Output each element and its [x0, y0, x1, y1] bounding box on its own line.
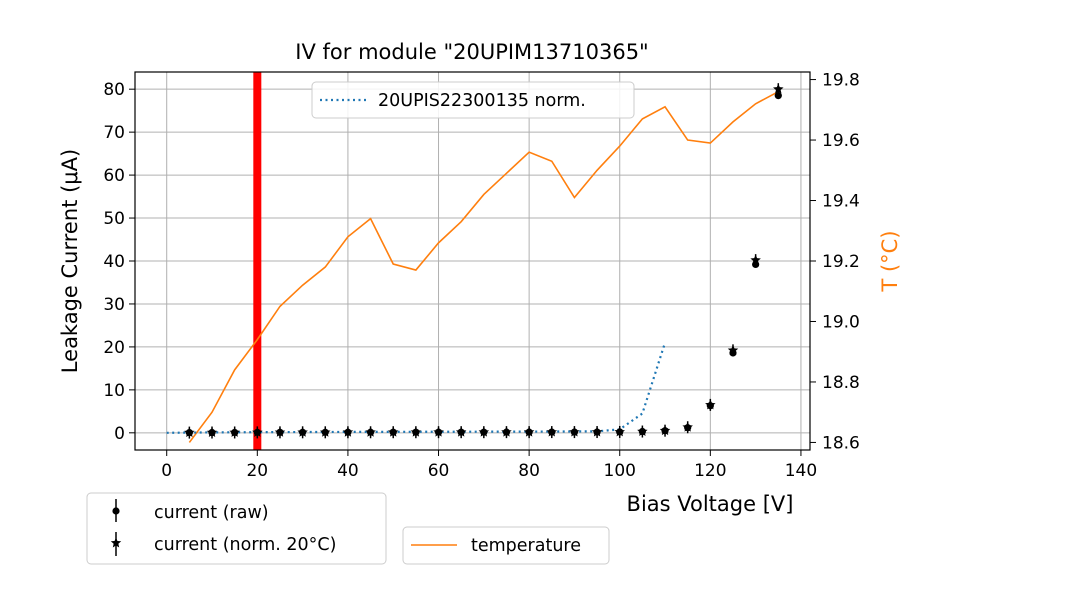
- x-tick-label: 120: [694, 461, 726, 481]
- temperature-line: [188, 90, 779, 443]
- norm-current-point: [546, 426, 558, 437]
- norm-current-point: [591, 426, 603, 437]
- norm-current-point: [320, 426, 331, 437]
- y2-tick-label: 19.4: [822, 192, 860, 212]
- x-tick-label: 20: [246, 461, 268, 481]
- norm-current-point: [750, 254, 761, 265]
- x-tick-label: 0: [161, 461, 172, 481]
- norm-current-point: [569, 426, 580, 437]
- norm-current-point: [523, 426, 535, 437]
- norm-current-point: [659, 425, 671, 436]
- y2-tick-label: 19.2: [822, 252, 860, 272]
- norm-current-point: [727, 344, 739, 355]
- norm-current-point: [184, 427, 195, 438]
- norm-current-point: [365, 426, 376, 437]
- norm-current-point: [773, 83, 784, 94]
- y-tick-label: 20: [103, 338, 125, 358]
- legend-markers: [86, 492, 387, 565]
- x-tick-label: 60: [428, 461, 450, 481]
- y-tick-label: 10: [103, 381, 125, 401]
- norm-current-point: [455, 426, 467, 437]
- norm-current-point: [206, 427, 218, 437]
- y-tick-label: 30: [103, 295, 125, 315]
- norm-current-point: [387, 426, 399, 437]
- norm-current-point: [297, 426, 308, 437]
- norm-current-point: [682, 421, 693, 432]
- legend-label: temperature: [471, 536, 581, 556]
- norm-current-point: [410, 426, 422, 437]
- y2-tick-label: 19.8: [822, 71, 860, 91]
- y2-tick-label: 19.0: [822, 312, 860, 332]
- x-tick-label: 40: [337, 461, 359, 481]
- y-tick-label: 70: [103, 123, 125, 143]
- x-axis-label: Bias Voltage [V]: [627, 492, 794, 516]
- y-tick-label: 50: [103, 209, 125, 229]
- x-tick-label: 140: [785, 461, 817, 481]
- grid-lines: [135, 72, 810, 450]
- x-tick-label: 100: [604, 461, 636, 481]
- x-tick-label: 80: [518, 461, 540, 481]
- norm-current-point: [478, 426, 490, 437]
- chart-title: IV for module "20UPIM13710365": [295, 40, 648, 64]
- y-tick-label: 40: [103, 252, 125, 272]
- legend-temperature: [402, 526, 610, 565]
- reference-iv-line: [166, 342, 667, 434]
- y2-tick-label: 18.8: [822, 373, 860, 393]
- y-tick-label: 80: [103, 80, 125, 100]
- norm-current-point: [274, 426, 286, 437]
- bias-marker-line: [253, 72, 262, 450]
- norm-current-point: [614, 426, 625, 437]
- norm-current-point: [637, 426, 648, 436]
- y2-tick-label: 18.6: [822, 433, 860, 453]
- y-tick-label: 60: [103, 166, 125, 186]
- y2-axis-label: T (°C): [878, 230, 902, 292]
- norm-current-point: [342, 426, 354, 437]
- y-tick-label: 0: [114, 424, 125, 444]
- legend-reference: [311, 81, 635, 119]
- legend-raw-swatch: [112, 507, 120, 515]
- y-axis-label: Leakage Current (μA): [58, 149, 82, 373]
- raw-current-point: [774, 92, 782, 100]
- norm-current-point: [705, 399, 716, 410]
- legend-norm-swatch: [110, 537, 122, 548]
- legend-label: current (raw): [154, 503, 269, 523]
- y2-tick-label: 19.6: [822, 131, 860, 151]
- legend-label: current (norm. 20°C): [154, 535, 336, 555]
- norm-current-point: [252, 426, 263, 437]
- norm-current-point: [501, 426, 512, 437]
- norm-current-point: [229, 426, 240, 437]
- norm-current-point: [433, 426, 444, 437]
- legend-label: 20UPIS22300135 norm.: [378, 91, 586, 111]
